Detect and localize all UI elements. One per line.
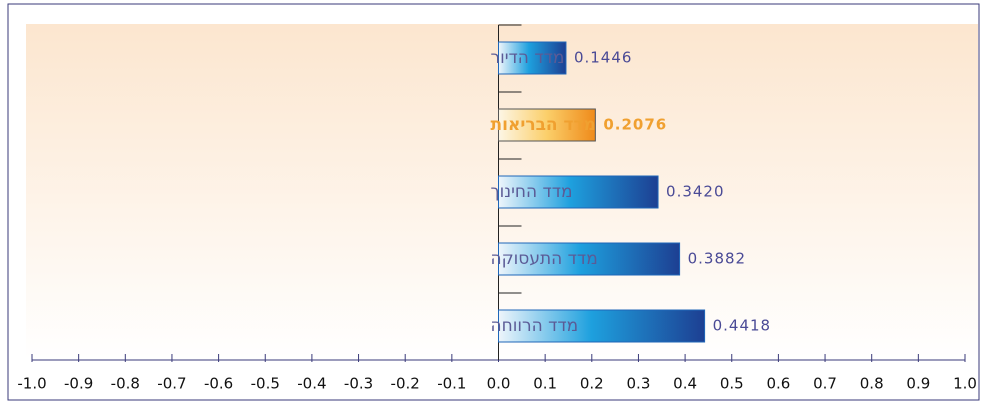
x-tick-label: 0.0 [487, 375, 511, 393]
bar [498, 242, 681, 276]
x-tick-label: -0.5 [251, 375, 280, 393]
x-tick-label: -0.1 [437, 375, 466, 393]
x-tick-label: 0.8 [860, 375, 884, 393]
category-label: מדד התעסוקה [491, 249, 598, 269]
x-tick-label: -0.7 [157, 375, 186, 393]
x-tick-label: 0.2 [580, 375, 604, 393]
x-tick-label: 0.3 [627, 375, 651, 393]
x-tick-label: 1.0 [953, 375, 977, 393]
x-tick-label: -0.2 [391, 375, 420, 393]
value-label: 0.3882 [688, 250, 747, 268]
category-label: מדד הרווחה [491, 316, 579, 336]
bar [498, 175, 659, 209]
value-label: 0.2076 [603, 116, 667, 134]
x-tick-label: 0.4 [673, 375, 697, 393]
bar [498, 108, 596, 142]
x-tick-label: 0.9 [906, 375, 930, 393]
category-label: מדד הבריאות [491, 115, 596, 135]
value-label: 0.3420 [666, 183, 725, 201]
x-tick-label: -0.9 [64, 375, 93, 393]
bar [498, 41, 567, 75]
x-tick-label: 0.1 [533, 375, 557, 393]
x-tick-label: -0.6 [204, 375, 233, 393]
bar [498, 309, 706, 343]
x-tick-label: 0.7 [813, 375, 837, 393]
x-tick-label: 0.5 [720, 375, 744, 393]
category-label: מדד החינוך [491, 182, 573, 202]
value-label: 0.4418 [713, 317, 772, 335]
value-label: 0.1446 [574, 49, 633, 67]
x-tick-label: 0.6 [766, 375, 790, 393]
x-tick-label: -0.8 [111, 375, 140, 393]
x-tick-label: -1.0 [17, 375, 46, 393]
x-tick-label: -0.3 [344, 375, 373, 393]
x-tick-label: -0.4 [297, 375, 326, 393]
category-label: מדד הדיור [491, 48, 565, 68]
